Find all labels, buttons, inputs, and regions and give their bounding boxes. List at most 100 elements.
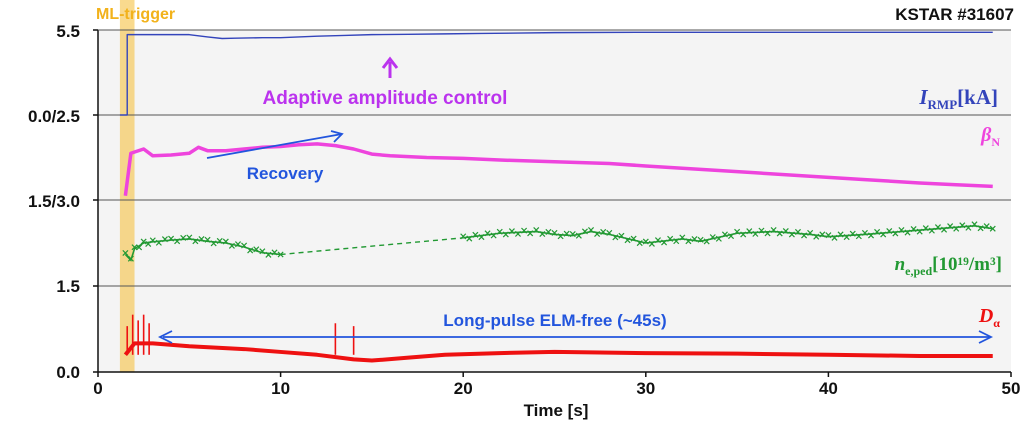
neped-marker xyxy=(788,231,795,238)
neped-marker xyxy=(514,230,522,237)
neped-marker xyxy=(636,240,643,247)
neped-marker xyxy=(648,240,655,247)
panel-backgrounds xyxy=(98,30,1011,372)
neped-marker xyxy=(149,237,156,244)
neped-marker xyxy=(545,228,552,235)
neped-marker xyxy=(654,237,661,244)
neped-marker xyxy=(679,234,686,241)
neped-marker xyxy=(661,239,668,246)
x-tick-label: 10 xyxy=(271,379,290,398)
neped-marker xyxy=(265,251,272,258)
adaptive-annotation: Adaptive amplitude control xyxy=(263,88,508,109)
neped-marker xyxy=(928,227,935,234)
neped-marker xyxy=(977,225,984,232)
neped-marker xyxy=(910,226,917,233)
neped-marker xyxy=(703,238,710,245)
neped-marker xyxy=(965,224,972,231)
neped-marker xyxy=(758,227,765,234)
neped-marker xyxy=(752,230,759,237)
neped-marker xyxy=(563,230,570,237)
neped-marker xyxy=(581,228,588,235)
x-axis-title: Time [s] xyxy=(524,401,589,420)
neped-marker xyxy=(575,232,582,239)
neped-marker xyxy=(612,234,619,241)
neped-marker xyxy=(127,255,134,262)
neped-marker xyxy=(715,235,722,242)
neped-marker xyxy=(594,230,601,238)
neped-marker xyxy=(941,226,948,233)
neped-marker xyxy=(466,235,473,242)
neped-marker xyxy=(502,231,509,238)
neped-marker xyxy=(490,232,497,239)
neped-marker xyxy=(989,225,996,232)
neped-marker xyxy=(953,225,960,232)
neped-marker xyxy=(198,235,205,243)
series-line-neped xyxy=(463,224,993,244)
neped-marker xyxy=(253,246,260,253)
recovery-annotation: Recovery xyxy=(247,164,324,183)
neped-marker xyxy=(867,232,875,239)
neped-marker xyxy=(228,242,235,249)
neped-marker xyxy=(740,231,747,238)
neped-marker xyxy=(460,233,467,240)
neped-marker xyxy=(624,237,631,244)
plot-frame xyxy=(93,29,1011,373)
neped-marker xyxy=(271,249,278,256)
neped-marker xyxy=(478,234,485,241)
panel-background xyxy=(98,115,1011,200)
neped-marker xyxy=(861,229,868,236)
corner-label: KSTAR #31607 xyxy=(895,5,1014,24)
neped-marker xyxy=(484,230,491,237)
y-tick-labels: 5.5 0.0/2.5 1.5/3.0 1.5 0.0 xyxy=(28,22,80,382)
neped-marker xyxy=(801,232,808,239)
neped-marker xyxy=(600,228,607,235)
neped-marker xyxy=(508,228,515,235)
recovery-arrow xyxy=(206,130,344,159)
neped-marker xyxy=(204,236,211,243)
series-line-0 xyxy=(119,31,993,116)
neped-marker xyxy=(587,227,595,234)
neped-marker xyxy=(934,224,941,231)
neped-marker xyxy=(794,228,801,235)
neped-marker xyxy=(776,230,783,237)
neped-marker xyxy=(880,231,887,238)
neped-marker xyxy=(819,231,826,238)
neped-marker xyxy=(685,238,692,245)
neped-marker xyxy=(721,231,728,238)
neped-marker xyxy=(155,239,162,246)
neped-marker xyxy=(813,233,820,240)
neped-marker xyxy=(971,221,978,228)
neped-marker xyxy=(557,233,564,240)
neped-marker xyxy=(241,242,248,249)
neped-marker xyxy=(849,230,856,237)
neped-marker xyxy=(843,234,850,241)
neped-marker xyxy=(216,237,223,244)
y-tick-label: 0.0 xyxy=(56,363,80,382)
series-line-neped xyxy=(124,238,281,262)
neped-marker xyxy=(161,236,168,243)
neped-marker xyxy=(746,228,753,235)
neped-marker xyxy=(234,241,242,248)
elm-free-arrow xyxy=(157,330,994,344)
neped-marker xyxy=(782,227,789,235)
neped-marker xyxy=(630,235,637,242)
x-ticks: 0 10 20 30 40 50 xyxy=(93,372,1020,398)
neped-marker xyxy=(247,247,254,254)
y-tick-label: 0.0/2.5 xyxy=(28,107,80,126)
neped-marker xyxy=(521,227,528,234)
neped-marker xyxy=(770,227,777,234)
neped-marker xyxy=(947,223,954,230)
neped-marker xyxy=(691,235,698,243)
y-tick-label: 1.5 xyxy=(56,277,80,296)
series-lines xyxy=(119,31,993,363)
panel-background xyxy=(98,30,1011,115)
neped-marker xyxy=(210,240,217,247)
neped-marker xyxy=(874,228,881,235)
neped-marker xyxy=(174,238,181,245)
neped-marker xyxy=(709,234,716,241)
neped-marker xyxy=(496,228,503,235)
neped-marker xyxy=(734,228,741,235)
x-tick-label: 0 xyxy=(93,379,102,398)
x-tick-label: 40 xyxy=(819,379,838,398)
